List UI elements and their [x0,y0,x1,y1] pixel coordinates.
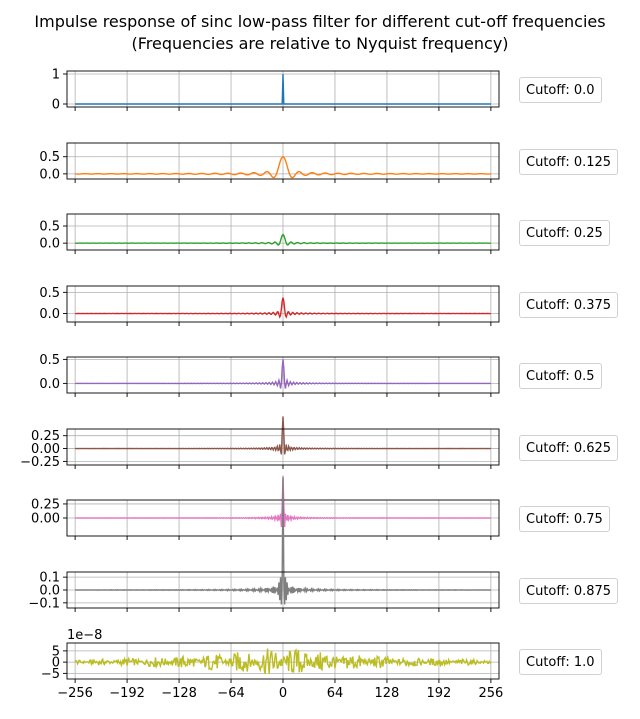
legend-entry: Cutoff: 0.625 [519,435,619,461]
x-tick-label: 128 [375,686,400,701]
series-line [75,416,491,455]
x-tick-label: −128 [161,686,197,701]
series-line [75,359,491,389]
y-tick-label: 0.5 [39,353,60,368]
legend-entry: Cutoff: 0.5 [519,363,602,389]
subplot-8: −505 1e−8 [41,628,500,683]
x-tick-label: 0 [279,686,287,701]
y-tick-label: 0.5 [39,286,60,301]
x-tick-label: 64 [327,686,344,701]
subplot-0: 01 [52,68,500,113]
series-line [75,297,491,319]
y-tick-label: 0.00 [31,442,60,457]
y-tick-label: 1 [52,68,60,83]
subplot-2: 0.00.5 [39,213,500,254]
legend-entry: Cutoff: 0.375 [519,292,619,318]
y-tick-label: 0.5 [39,150,60,165]
x-tick-label: −64 [217,686,244,701]
legend-entry: Cutoff: 0.875 [519,578,619,604]
y-tick-label: 0.0 [39,584,60,599]
subplot-6: 0.000.25 [31,475,500,540]
x-tick-label: 256 [478,686,503,701]
legend-entry: Cutoff: 0.25 [519,220,610,246]
legend-entry: Cutoff: 0.125 [519,149,619,175]
chart-subtitle: (Frequencies are relative to Nyquist fre… [131,34,509,53]
subplot-3: 0.00.5 [39,285,500,326]
series-line [74,648,492,674]
y-tick-label: 0.25 [31,497,60,512]
series-line [75,475,491,527]
y-tick-label: 0.0 [39,377,60,392]
y-tick-label: 0.0 [39,237,60,252]
y-offset-label: 1e−8 [67,628,102,643]
x-tick-label: −256 [57,686,93,701]
y-tick-label: 0.00 [31,512,60,527]
y-tick-label: 0.0 [39,307,60,322]
x-tick-label: 192 [426,686,451,701]
chart-title: Impulse response of sinc low-pass filter… [34,12,606,31]
y-tick-label: 0.1 [39,571,60,586]
y-tick-label: −0.1 [28,596,60,611]
subplot-4: 0.0 0.5 [39,353,500,397]
subplot-1: 0.00.5 [39,142,500,183]
series-line [75,73,491,105]
legend-entry: Cutoff: 0.75 [519,506,610,532]
series-line [75,477,491,605]
legend-entry: Cutoff: 1.0 [519,649,602,675]
subplot-5: −0.250.000.25 [20,416,500,470]
series-line [75,155,491,179]
y-tick-label: 0.0 [39,167,60,182]
y-tick-label: −0.25 [20,455,60,470]
subplot-7: −0.10.00.1 [28,477,500,612]
y-tick-label: 0 [52,656,60,671]
y-tick-label: 5 [52,644,60,659]
y-tick-label: 0 [52,98,60,113]
legend-entry: Cutoff: 0.0 [519,77,602,103]
y-tick-label: −5 [41,667,60,682]
y-tick-label: 0.5 [39,220,60,235]
y-tick-label: 0.25 [31,429,60,444]
x-tick-label: −192 [109,686,145,701]
series-line [75,233,491,246]
